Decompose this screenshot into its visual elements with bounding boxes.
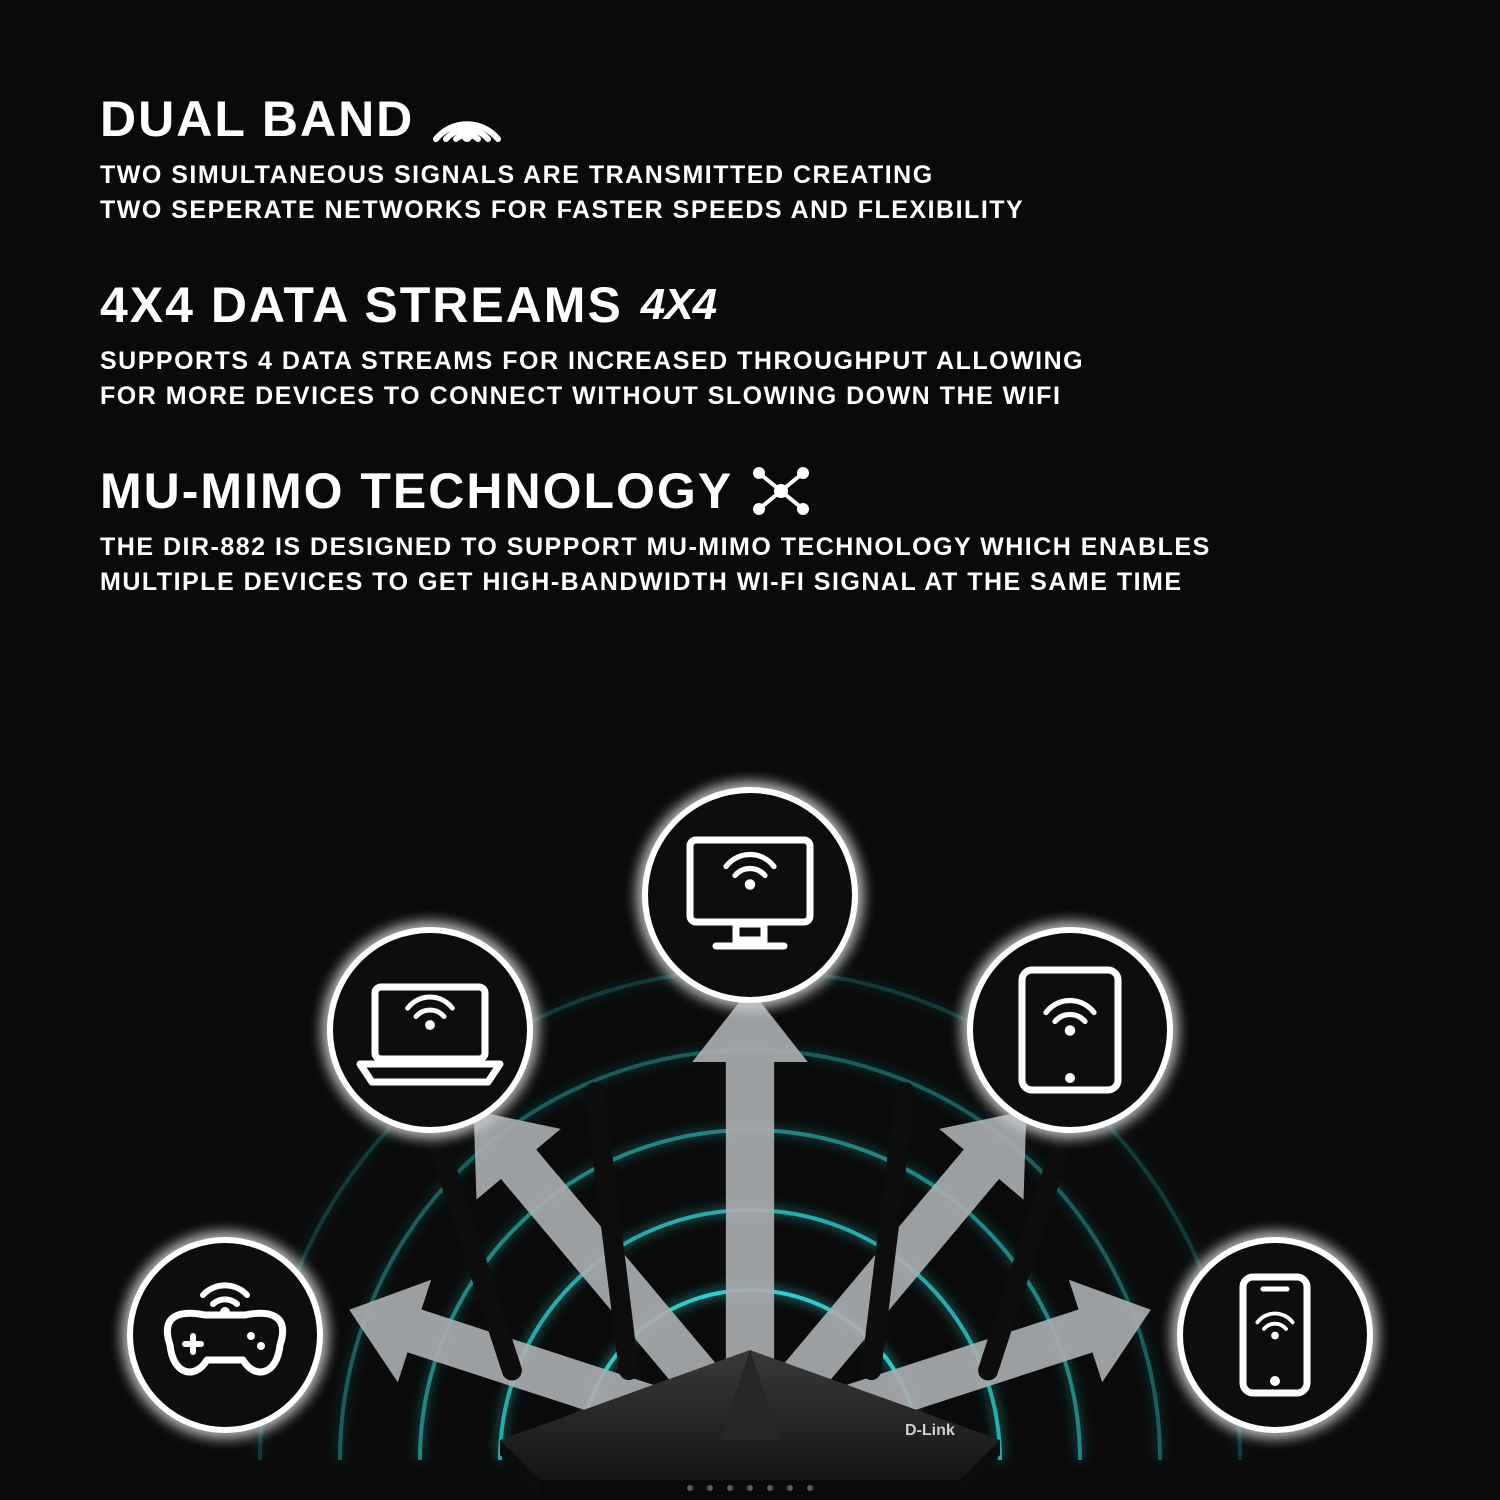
feature-title-text: MU-MIMO TECHNOLOGY bbox=[100, 462, 733, 520]
wifi-arcs-icon bbox=[432, 95, 502, 143]
4x4-glyph: 4X4 bbox=[641, 280, 716, 330]
smartphone-icon bbox=[1180, 1240, 1370, 1430]
feature-mu-mimo: MU-MIMO TECHNOLOGY bbox=[100, 462, 1400, 600]
feature-desc: THE DIR-882 IS DESIGNED TO SUPPORT MU-MI… bbox=[100, 530, 1400, 600]
feature-dual-band: DUAL BAND TWO SIMULTANEOUS SIGNALS ARE T… bbox=[100, 90, 1400, 228]
feature-4x4: 4X4 DATA STREAMS 4X4 SUPPORTS 4 DATA STR… bbox=[100, 276, 1400, 414]
feature-title-text: 4X4 DATA STREAMS bbox=[100, 276, 623, 334]
laptop-icon bbox=[330, 930, 530, 1130]
infographic-page: DUAL BAND TWO SIMULTANEOUS SIGNALS ARE T… bbox=[0, 0, 1500, 1500]
game-controller-icon bbox=[130, 1240, 320, 1430]
network-nodes-icon bbox=[751, 465, 811, 517]
desktop-icon bbox=[645, 790, 855, 1000]
router-brand-label: D-Link bbox=[905, 1422, 955, 1439]
feature-desc: TWO SIMULTANEOUS SIGNALS ARE TRANSMITTED… bbox=[100, 158, 1400, 228]
signal-diagram: D-Link bbox=[0, 740, 1500, 1500]
tablet-icon bbox=[970, 930, 1170, 1130]
feature-title-text: DUAL BAND bbox=[100, 90, 414, 148]
feature-desc: SUPPORTS 4 DATA STREAMS FOR INCREASED TH… bbox=[100, 344, 1400, 414]
